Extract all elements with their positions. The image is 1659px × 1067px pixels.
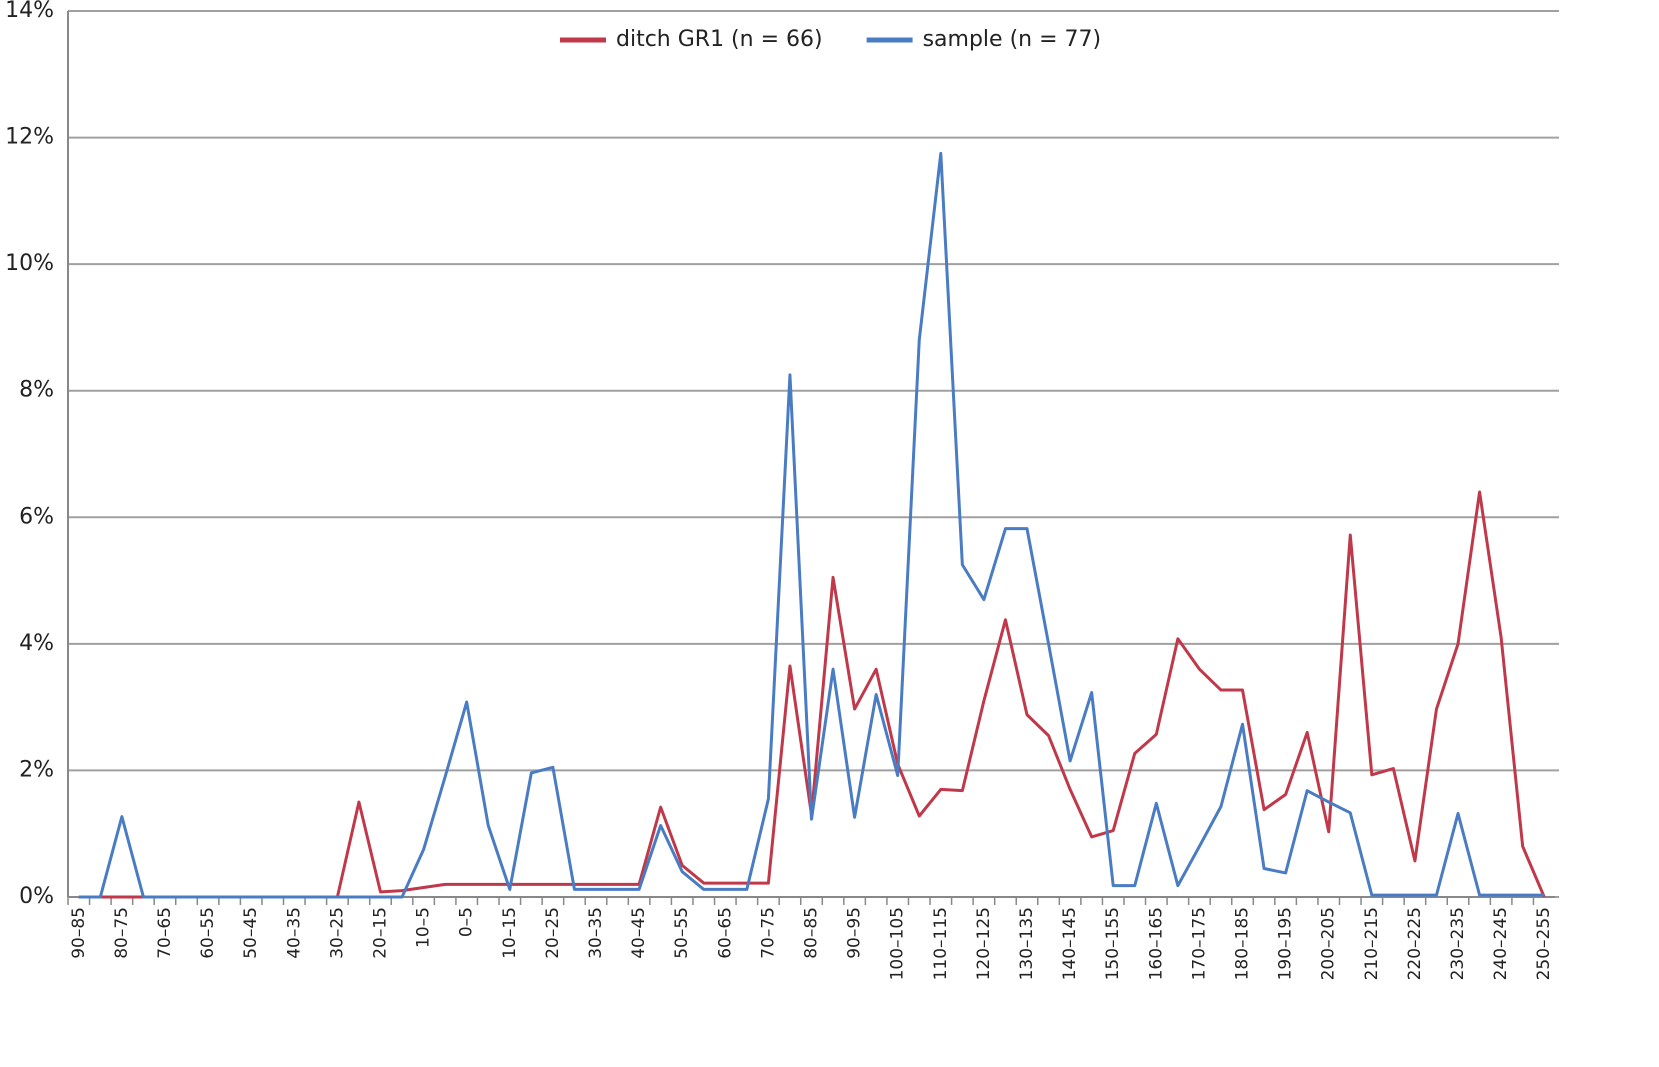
y-tick-label: 2% [19,757,54,782]
x-tick-label: 10–15 [500,907,520,959]
x-tick-label: 70–65 [155,907,175,959]
x-tick-label: 110–115 [931,907,951,980]
series-line [78,490,1546,899]
y-tick-label: 14% [5,0,54,23]
x-tick-label: 50–45 [241,907,261,959]
x-tick-label: 40–35 [284,907,304,959]
y-tick-label: 4% [19,631,54,656]
x-tick-label: 140–145 [1060,907,1080,980]
x-tick-label: 100–105 [888,907,908,980]
x-tick-label: 90–85 [69,907,89,959]
x-tick-label: 70–75 [758,907,778,959]
x-tick-label: 80–75 [112,907,132,959]
x-tick-label: 220–225 [1405,907,1425,980]
x-tick-label: 200–205 [1319,907,1339,980]
x-tick-label: 60–55 [198,907,218,959]
x-tick-label: 10–5 [414,907,434,948]
x-tick-label: 0–5 [457,907,477,937]
x-tick-label: 130–135 [1017,907,1037,980]
y-tick-label: 6% [19,504,54,529]
x-tick-label: 190–195 [1276,907,1296,980]
x-tick-label: 230–235 [1448,907,1468,980]
x-tick-label: 80–85 [802,907,822,959]
x-tick-label: 210–215 [1362,907,1382,980]
series-line [78,151,1545,899]
x-tick-label: 20–15 [370,907,390,959]
y-tick-label: 0% [19,884,54,909]
x-tick-label: 170–175 [1189,907,1209,980]
x-tick-label: 50–55 [672,907,692,959]
legend-label: sample (n = 77) [923,27,1102,52]
x-tick-label: 120–125 [974,907,994,980]
y-tick-label: 12% [5,125,54,150]
x-tick-label: 160–165 [1146,907,1166,980]
x-tick-label: 30–35 [586,907,606,959]
y-tick-label: 8% [19,378,54,403]
legend-label: ditch GR1 (n = 66) [616,27,823,52]
x-tick-label: 20–25 [543,907,563,959]
x-tick-label: 250–255 [1534,907,1554,980]
x-tick-label: 30–25 [327,907,347,959]
x-tick-label: 180–185 [1233,907,1253,980]
x-tick-label: 40–45 [629,907,649,959]
x-tick-label: 240–245 [1491,907,1511,980]
x-tick-label: 150–155 [1103,907,1123,980]
y-tick-label: 10% [5,251,54,276]
x-tick-label: 90–95 [845,907,865,959]
x-tick-label: 60–65 [715,907,735,959]
